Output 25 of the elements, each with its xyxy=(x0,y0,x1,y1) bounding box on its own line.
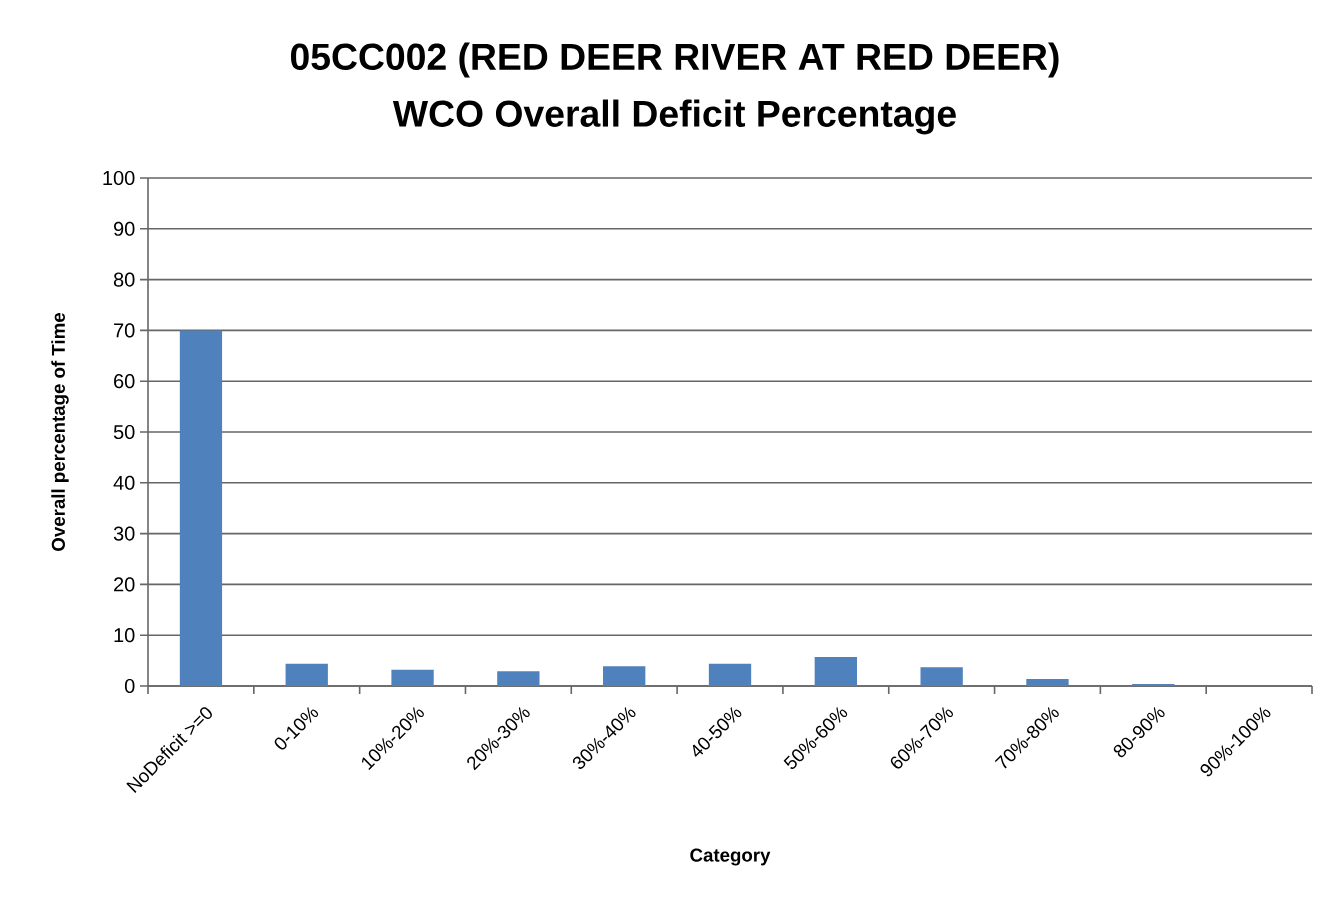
y-tick-label: 80 xyxy=(113,272,135,287)
bar xyxy=(814,657,857,686)
bar xyxy=(497,671,540,686)
y-tick-label: 70 xyxy=(114,323,135,338)
bar xyxy=(1026,678,1069,686)
y-tick-label: 40 xyxy=(113,475,135,490)
bar xyxy=(1132,683,1175,686)
chart-subtitle: WCO Overall Deficit Percentage xyxy=(392,99,956,135)
y-tick-label: 90 xyxy=(113,221,135,236)
bar xyxy=(708,663,752,686)
x-axis-title: Category xyxy=(690,848,771,866)
bar xyxy=(285,663,328,686)
y-tick-label: 60 xyxy=(114,374,135,389)
bar xyxy=(179,330,223,686)
bar xyxy=(391,669,434,686)
y-tick-label: 0 xyxy=(124,678,135,694)
y-tick-label: 20 xyxy=(114,577,135,592)
y-axis-title: Overall percentage of Time xyxy=(51,312,69,551)
bar xyxy=(920,667,963,686)
chart-title: 05CC002 (RED DEER RIVER AT RED DEER) xyxy=(290,42,1059,78)
y-tick-label: 100 xyxy=(103,170,135,186)
y-tick-label: 30 xyxy=(113,526,135,541)
y-tick-label: 10 xyxy=(114,628,135,643)
y-tick-label: 50 xyxy=(113,424,135,440)
bar xyxy=(603,666,646,686)
